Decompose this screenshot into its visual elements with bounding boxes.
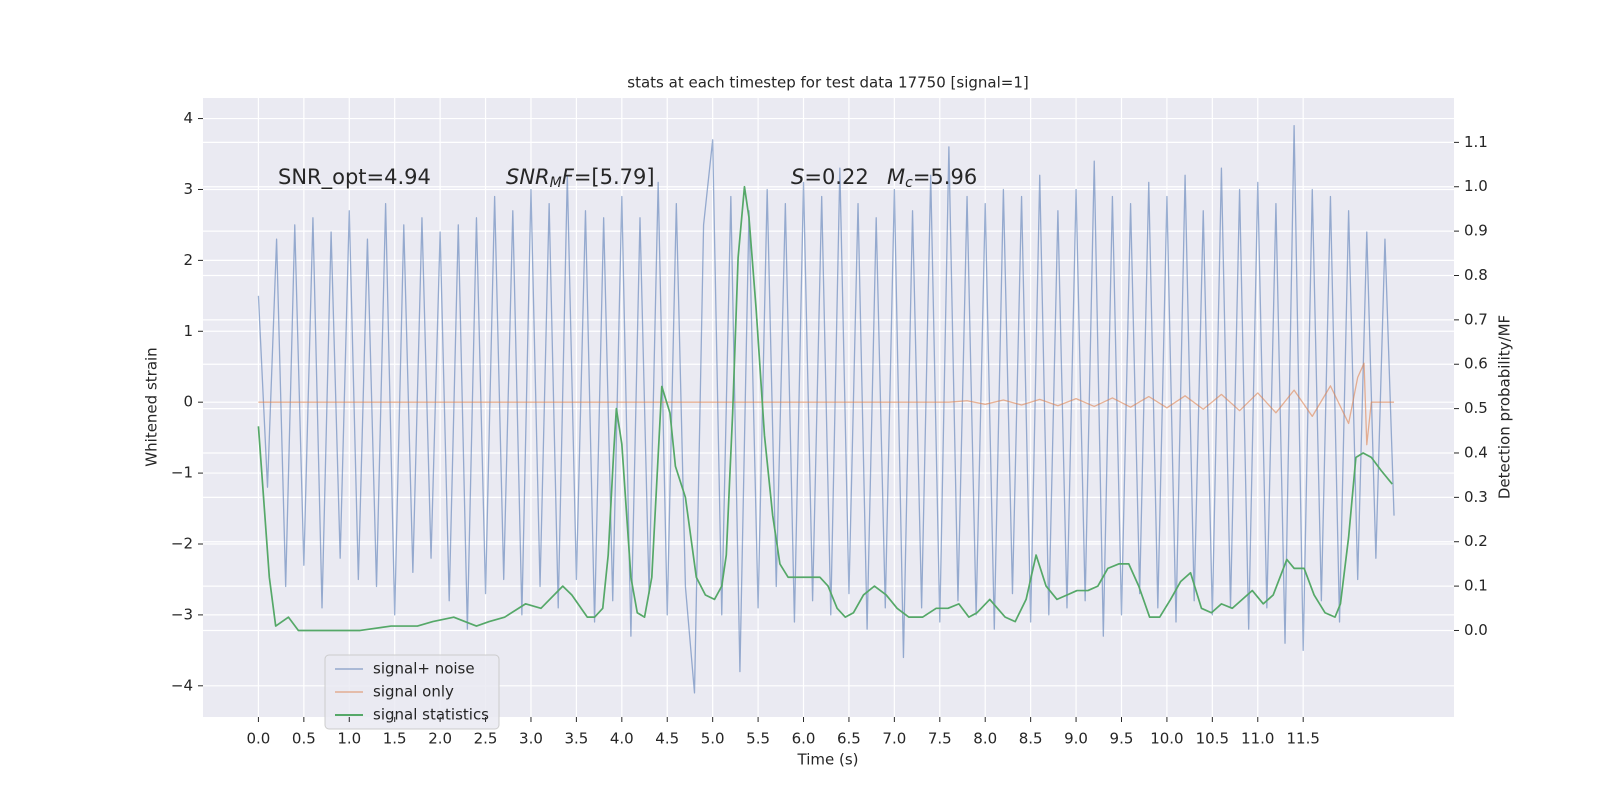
y-tick-label: 0 (183, 393, 193, 411)
x-tick-label: 0.5 (292, 730, 316, 748)
y-tick-label: 3 (183, 180, 193, 198)
y2-tick-label: 0.7 (1464, 310, 1488, 328)
x-tick-label: 0.0 (246, 730, 270, 748)
annotation-part: SNR (506, 165, 550, 189)
x-tick-label: 5.0 (701, 730, 725, 748)
x-tick-label: 4.5 (655, 730, 679, 748)
x-tick-label: 8.0 (973, 730, 997, 748)
x-tick-label: 2.5 (474, 730, 498, 748)
x-tick-label: 7.0 (882, 730, 906, 748)
annotation: Mc=5.96 (887, 165, 977, 191)
y-tick-label: −3 (171, 605, 193, 623)
x-tick-label: 1.5 (383, 730, 407, 748)
x-tick-label: 7.5 (928, 730, 952, 748)
y2-tick-label: 0.4 (1464, 443, 1488, 461)
x-tick-label: 11.5 (1286, 730, 1319, 748)
marks (257, 125, 1395, 694)
y2-tick-label: 0.3 (1464, 488, 1488, 506)
x-tick-label: 6.0 (792, 730, 816, 748)
series-line (258, 362, 1395, 446)
y2-tick-label: 1.1 (1464, 133, 1488, 151)
y2-tick-label: 0.6 (1464, 355, 1488, 373)
y2-tick-label: 0.2 (1464, 532, 1488, 550)
x-tick-label: 9.0 (1064, 730, 1088, 748)
y2-tick-label: 0.0 (1464, 621, 1488, 639)
x-tick-label: 1.0 (337, 730, 361, 748)
y-tick-label: 4 (183, 109, 193, 127)
annotation-part: =[5.79] (574, 165, 655, 189)
series-line (257, 185, 1393, 632)
x-tick-label: 4.0 (610, 730, 634, 748)
y2-tick-label: 0.5 (1464, 399, 1488, 417)
y2-tick-label: 1.0 (1464, 177, 1488, 195)
legend-box (324, 654, 500, 730)
annotation: SNRMF=[5.79] (506, 165, 655, 191)
y-axis-label: Whitened strain (143, 347, 161, 466)
x-tick-label: 11.0 (1241, 730, 1274, 748)
annotation: SNR_opt=4.94 (278, 165, 431, 190)
plot-area (203, 98, 1454, 717)
x-tick-label: 3.5 (564, 730, 588, 748)
annotation-part: =5.96 (913, 165, 977, 189)
x-tick-label: 6.5 (837, 730, 861, 748)
y-tick-label: 1 (183, 322, 193, 340)
legend-label: signal+ noise (373, 660, 475, 678)
y-tick-label: −4 (171, 676, 193, 694)
y2-axis-label: Detection probability/MF (1496, 315, 1514, 499)
x-axis-label: Time (s) (797, 751, 859, 769)
legend-label: signal statistics (373, 706, 489, 724)
y2-tick-label: 0.8 (1464, 266, 1488, 284)
x-tick-label: 9.5 (1110, 730, 1134, 748)
annotation-part: M (887, 165, 905, 189)
legend-label: signal only (373, 683, 454, 701)
y2-tick-label: 0.9 (1464, 222, 1488, 240)
y-tick-label: −1 (171, 464, 193, 482)
x-tick-label: 10.0 (1150, 730, 1183, 748)
annotation-part: SNR_opt=4.94 (278, 165, 431, 190)
annotation: S=0.22 (791, 165, 869, 189)
x-tick-label: 2.0 (428, 730, 452, 748)
chart-title: stats at each timestep for test data 177… (627, 74, 1028, 92)
annotation-part: F (562, 165, 575, 189)
series-line (257, 125, 1395, 694)
y2-tick-label: 0.1 (1464, 577, 1488, 595)
annotation-part: S (791, 165, 804, 189)
legend: signal+ noise signal only signal statistic… (324, 654, 500, 730)
x-tick-label: 10.5 (1196, 730, 1229, 748)
x-tick-label: 8.5 (1019, 730, 1043, 748)
y-tick-label: 2 (183, 251, 193, 269)
y-tick-label: −2 (171, 534, 193, 552)
x-tick-label: 3.0 (519, 730, 543, 748)
annotation-part: M (550, 175, 562, 191)
annotation-part: c (905, 175, 913, 191)
x-tick-label: 5.5 (746, 730, 770, 748)
annotation-part: =0.22 (804, 165, 868, 189)
